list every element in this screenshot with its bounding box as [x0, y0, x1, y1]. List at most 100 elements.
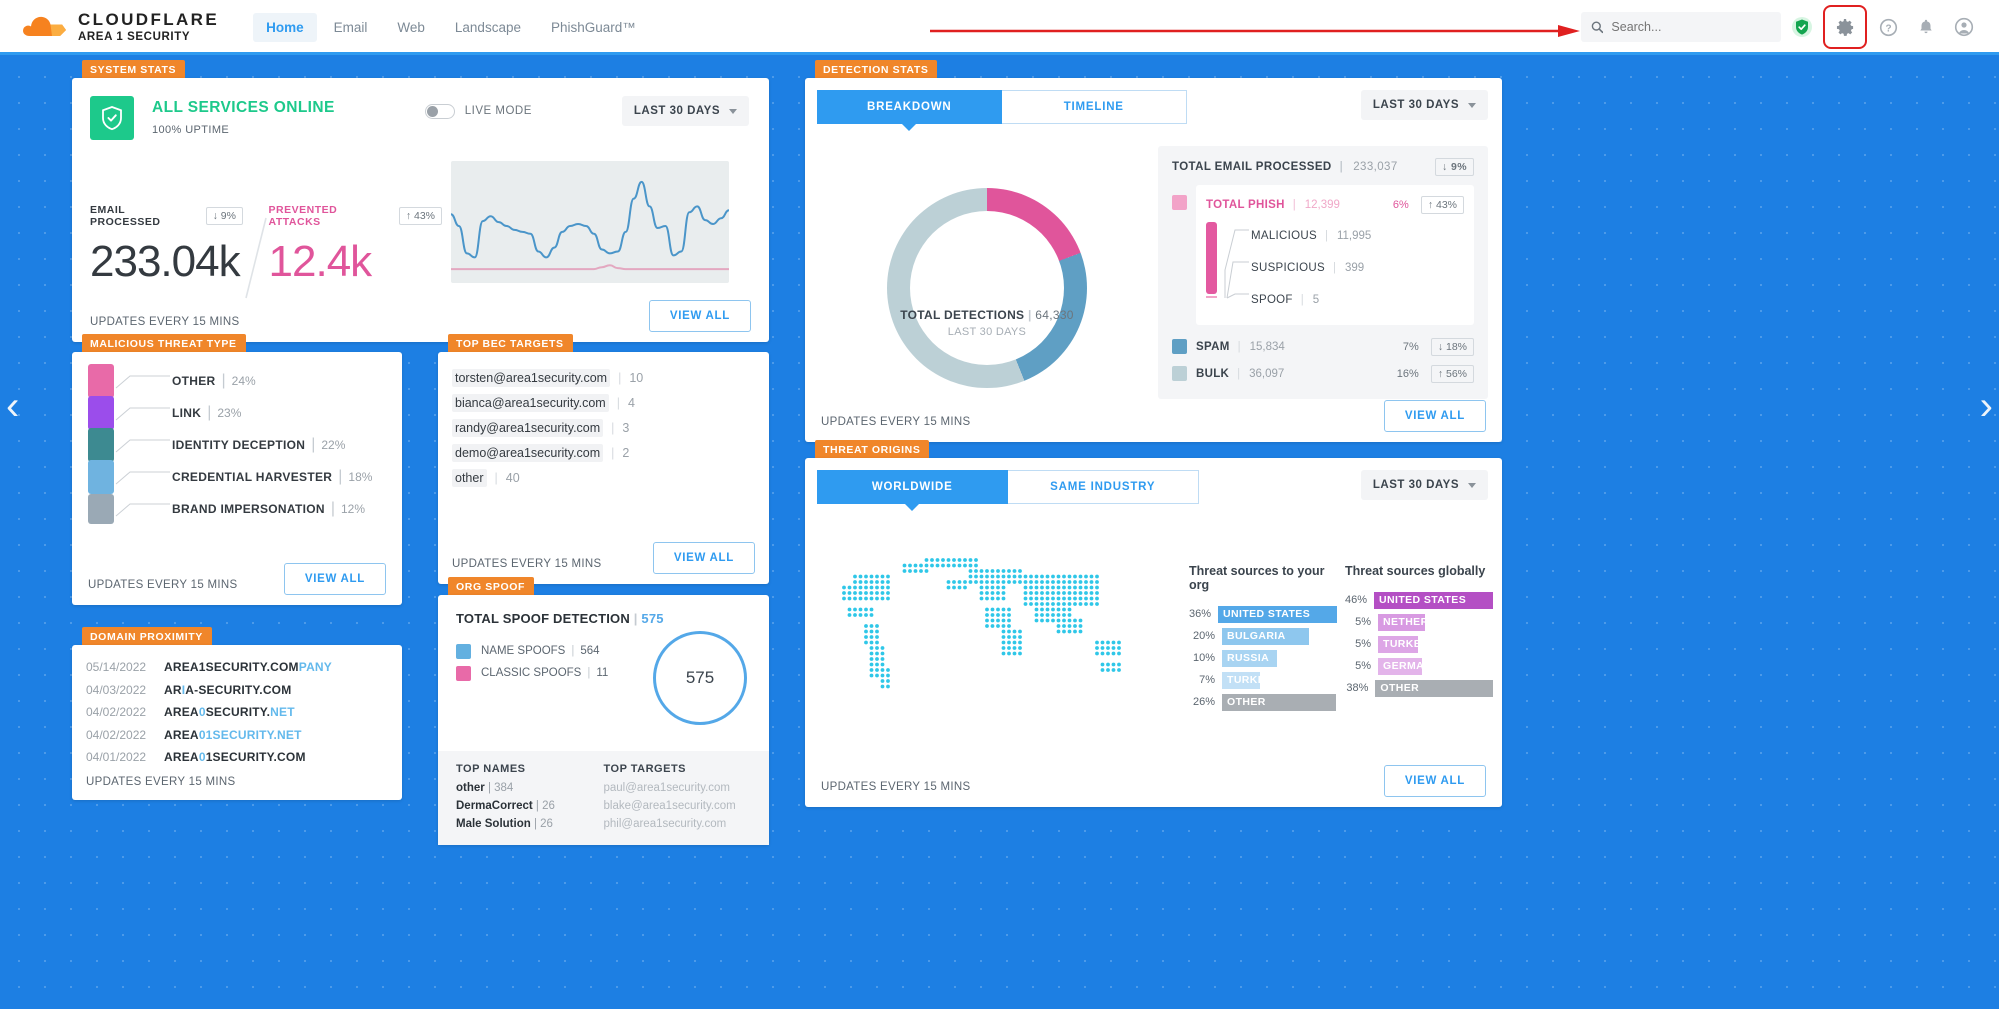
nav-item-web[interactable]: Web — [397, 19, 425, 35]
category-delta: ↓ 18% — [1430, 337, 1474, 356]
threat-origins-tag: THREAT ORIGINS — [815, 440, 930, 460]
bec-target-row[interactable]: randy@area1security.com | 3 — [452, 415, 752, 440]
domain-proximity-row[interactable]: 04/02/2022 AREA0SECURITY.NET — [86, 701, 386, 724]
phish-card: TOTAL PHISH | 12,399 6% ↑ 43% — [1196, 185, 1474, 325]
top-targets-list: paul@area1security.com blake@area1securit… — [604, 782, 752, 836]
bec-target-row[interactable]: other | 40 — [452, 465, 752, 490]
total-email-delta: ↓ 9% — [1435, 158, 1474, 176]
phish-subcategory-value: 399 — [1344, 262, 1365, 274]
global-source-row: 5% NETHERLANDS — [1345, 612, 1493, 632]
account-icon[interactable] — [1947, 10, 1981, 44]
nav-item-email[interactable]: Email — [333, 19, 368, 35]
service-status-title: ALL SERVICES ONLINE — [152, 99, 335, 116]
system-stats-date-range[interactable]: LAST 30 DAYS — [621, 96, 749, 126]
domain-proximity-row[interactable]: 04/02/2022 AREA01SECURITY.NET — [86, 724, 386, 747]
prevented-attacks-label: PREVENTED ATTACKS — [268, 204, 338, 228]
org-spoof-legend: NAME SPOOFS | 564 CLASSIC SPOOFS | 11 — [456, 640, 664, 684]
top-bec-view-all[interactable]: VIEW ALL — [652, 542, 755, 574]
category-delta: ↑ 56% — [1430, 364, 1474, 383]
tab-same-industry[interactable]: SAME INDUSTRY — [1007, 470, 1199, 504]
gear-icon[interactable] — [1828, 10, 1862, 44]
annotation-arrow — [930, 25, 1580, 37]
phish-subcategory-label: SUSPICIOUS — [1251, 262, 1325, 274]
tab-timeline[interactable]: TIMELINE — [1001, 90, 1187, 124]
carousel-next-arrow[interactable]: › — [1979, 384, 1993, 428]
spoof-color-swatch — [456, 665, 471, 681]
bec-target-row[interactable]: torsten@area1security.com | 10 — [452, 365, 752, 390]
malicious-threat-row: OTHER | 24% — [88, 364, 388, 398]
top-name-label: DermaCorrect — [456, 800, 533, 812]
org-source-row: 20% BULGARIA — [1189, 626, 1337, 646]
bec-target-email: bianca@area1security.com — [452, 393, 609, 412]
total-detections-label: TOTAL DETECTIONS — [900, 308, 1025, 322]
global-sources-title: Threat sources globally — [1345, 564, 1486, 578]
search-input[interactable] — [1611, 20, 1771, 34]
org-source-row: 26% OTHER — [1189, 692, 1337, 712]
tab-breakdown[interactable]: BREAKDOWN — [817, 90, 1002, 131]
threat-leader-line — [115, 407, 170, 421]
tab-worldwide[interactable]: WORLDWIDE — [817, 470, 1008, 511]
detection-stats-date-range[interactable]: LAST 30 DAYS — [1360, 90, 1488, 120]
live-mode-toggle[interactable] — [424, 103, 455, 119]
phish-subcategory-label: SPOOF — [1251, 294, 1293, 306]
total-phish-delta: ↑ 43% — [1420, 196, 1464, 214]
org-source-bar: UNITED STATES — [1218, 605, 1337, 623]
detection-stats-tag: DETECTION STATS — [815, 60, 938, 80]
svg-text:?: ? — [1885, 23, 1891, 34]
org-source-pct: 36% — [1189, 608, 1212, 620]
top-target-row: phil@area1security.com — [603, 818, 727, 830]
detection-stats-date-range-label: LAST 30 DAYS — [1372, 99, 1459, 111]
org-source-bar: TURKEY — [1222, 671, 1261, 689]
org-spoof-donut: 575 — [653, 631, 747, 725]
threat-leader-line — [115, 439, 170, 453]
org-source-pct: 10% — [1192, 652, 1215, 664]
detection-stats-view-all[interactable]: VIEW ALL — [1383, 400, 1486, 432]
bec-target-row[interactable]: demo@area1security.com | 2 — [452, 440, 752, 465]
threat-origins-updates: UPDATES EVERY 15 MINS — [821, 781, 971, 793]
org-source-row: 7% TURKEY — [1189, 670, 1337, 690]
phish-color-swatch — [1172, 195, 1187, 210]
top-name-label: Male Solution — [456, 818, 531, 830]
malicious-threat-row: BRAND IMPERSONATION | 12% — [88, 493, 388, 525]
system-stats-panel: ALL SERVICES ONLINE 100% UPTIME LIVE MOD… — [72, 78, 769, 342]
threat-origins-view-all[interactable]: VIEW ALL — [1383, 765, 1486, 797]
bec-target-count: 40 — [505, 470, 520, 485]
spoof-legend-row: NAME SPOOFS | 564 — [456, 640, 664, 662]
domain-proximity-row[interactable]: 04/01/2022 AREA01SECURITY.COM — [86, 746, 386, 769]
domain-proximity-date: 04/02/2022 — [86, 727, 147, 742]
threat-leader-line — [115, 503, 170, 517]
total-phish-row: TOTAL PHISH | 12,399 6% ↑ 43% — [1206, 194, 1464, 216]
detections-donut-chart — [887, 188, 1087, 388]
search-box[interactable] — [1581, 12, 1781, 42]
cloudflare-cloud-icon — [22, 12, 68, 42]
org-sources-bars: 36% UNITED STATES 20% BULGARIA 10% RUSSIA 7% TU… — [1189, 604, 1337, 712]
org-sources-block: Threat sources to your org 36% UNITED STA… — [1189, 564, 1337, 714]
spoof-legend-value: 564 — [580, 645, 600, 657]
help-icon[interactable]: ? — [1871, 10, 1905, 44]
bell-icon[interactable] — [1909, 10, 1943, 44]
domain-proximity-row[interactable]: 04/03/2022 ARIA-SECURITY.COM — [86, 679, 386, 702]
logo-line1: CLOUDFLARE — [78, 9, 220, 29]
threat-origins-date-range[interactable]: LAST 30 DAYS — [1360, 470, 1488, 500]
email-processed-value: 233.04k — [90, 237, 241, 286]
cloudflare-logo[interactable]: CLOUDFLARE AREA 1 SECURITY — [0, 11, 219, 44]
system-stats-date-range-label: LAST 30 DAYS — [633, 105, 720, 117]
nav-item-landscape[interactable]: Landscape — [454, 19, 521, 35]
threat-color-swatch — [88, 364, 114, 398]
system-stats-view-all[interactable]: VIEW ALL — [648, 300, 751, 332]
malicious-threat-panel: OTHER | 24% LINK | 23% IDENTITY DECEPTION | 22% C… — [72, 352, 402, 605]
malicious-threat-updates: UPDATES EVERY 15 MINS — [88, 579, 238, 591]
domain-proximity-domain: AREA0SECURITY.NET — [164, 705, 295, 720]
carousel-prev-arrow[interactable]: ‹ — [6, 384, 20, 428]
nav-item-phishguard[interactable]: PhishGuard™ — [550, 19, 636, 35]
phish-subcategory-label: MALICIOUS — [1251, 230, 1317, 242]
spoof-legend-row: CLASSIC SPOOFS | 11 — [456, 662, 664, 684]
nav-item-home[interactable]: Home — [253, 12, 317, 42]
malicious-threat-view-all[interactable]: VIEW ALL — [283, 563, 386, 595]
malicious-threat-tag: MALICIOUS THREAT TYPE — [82, 334, 246, 354]
top-target-row: paul@area1security.com — [603, 782, 731, 794]
bec-target-row[interactable]: bianca@area1security.com | 4 — [452, 390, 752, 415]
category-value: 15,834 — [1249, 340, 1285, 353]
domain-proximity-domain: AREA01SECURITY.COM — [164, 750, 306, 765]
domain-proximity-row[interactable]: 05/14/2022 AREA1SECURITY.COMPANY — [86, 656, 386, 679]
